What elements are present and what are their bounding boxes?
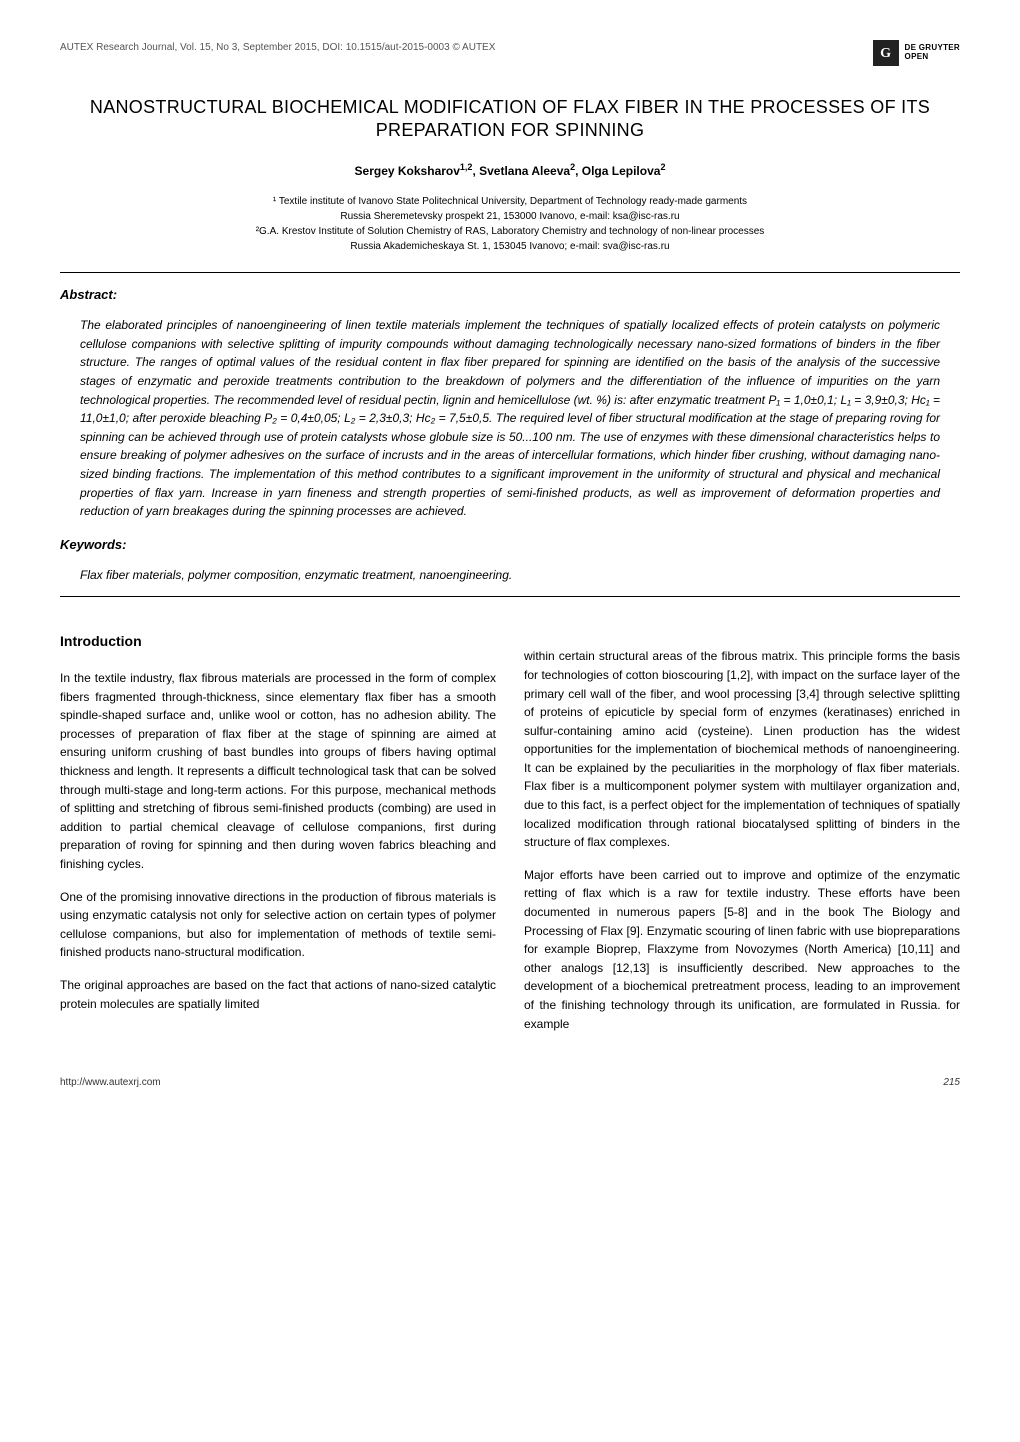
affiliation-line: ¹ Textile institute of Ivanovo State Pol…	[60, 194, 960, 209]
body-paragraph: One of the promising innovative directio…	[60, 888, 496, 962]
page-header: AUTEX Research Journal, Vol. 15, No 3, S…	[60, 40, 960, 66]
paper-title: NANOSTRUCTURAL BIOCHEMICAL MODIFICATION …	[60, 96, 960, 143]
body-columns: Introduction In the textile industry, fl…	[60, 609, 960, 1047]
affiliation-line: Russia Sheremetevsky prospekt 21, 153000…	[60, 209, 960, 224]
body-paragraph: The original approaches are based on the…	[60, 976, 496, 1013]
body-paragraph: Major efforts have been carried out to i…	[524, 866, 960, 1033]
keywords-body: Flax fiber materials, polymer compositio…	[80, 566, 940, 584]
affiliation-line: ²G.A. Krestov Institute of Solution Chem…	[60, 224, 960, 239]
publisher-name: DE GRUYTER OPEN	[905, 44, 960, 62]
journal-info: AUTEX Research Journal, Vol. 15, No 3, S…	[60, 40, 495, 55]
column-right: within certain structural areas of the f…	[524, 609, 960, 1047]
keywords-heading: Keywords:	[60, 535, 960, 555]
publisher-logo-icon: G	[873, 40, 899, 66]
page-footer: http://www.autexrj.com 215	[60, 1075, 960, 1090]
divider	[60, 596, 960, 597]
divider	[60, 272, 960, 273]
authors: Sergey Koksharov1,2, Svetlana Aleeva2, O…	[60, 161, 960, 180]
affiliation-line: Russia Akademicheskaya St. 1, 153045 Iva…	[60, 239, 960, 254]
publisher-badge: G DE GRUYTER OPEN	[873, 40, 960, 66]
page-number: 215	[943, 1075, 960, 1090]
affiliations-block: ¹ Textile institute of Ivanovo State Pol…	[60, 194, 960, 254]
introduction-heading: Introduction	[60, 631, 496, 653]
column-left: Introduction In the textile industry, fl…	[60, 609, 496, 1047]
abstract-body: The elaborated principles of nanoenginee…	[80, 316, 940, 521]
publisher-line2: OPEN	[905, 53, 960, 62]
body-paragraph: within certain structural areas of the f…	[524, 647, 960, 852]
abstract-heading: Abstract:	[60, 285, 960, 305]
footer-url: http://www.autexrj.com	[60, 1075, 161, 1090]
body-paragraph: In the textile industry, flax fibrous ma…	[60, 669, 496, 874]
